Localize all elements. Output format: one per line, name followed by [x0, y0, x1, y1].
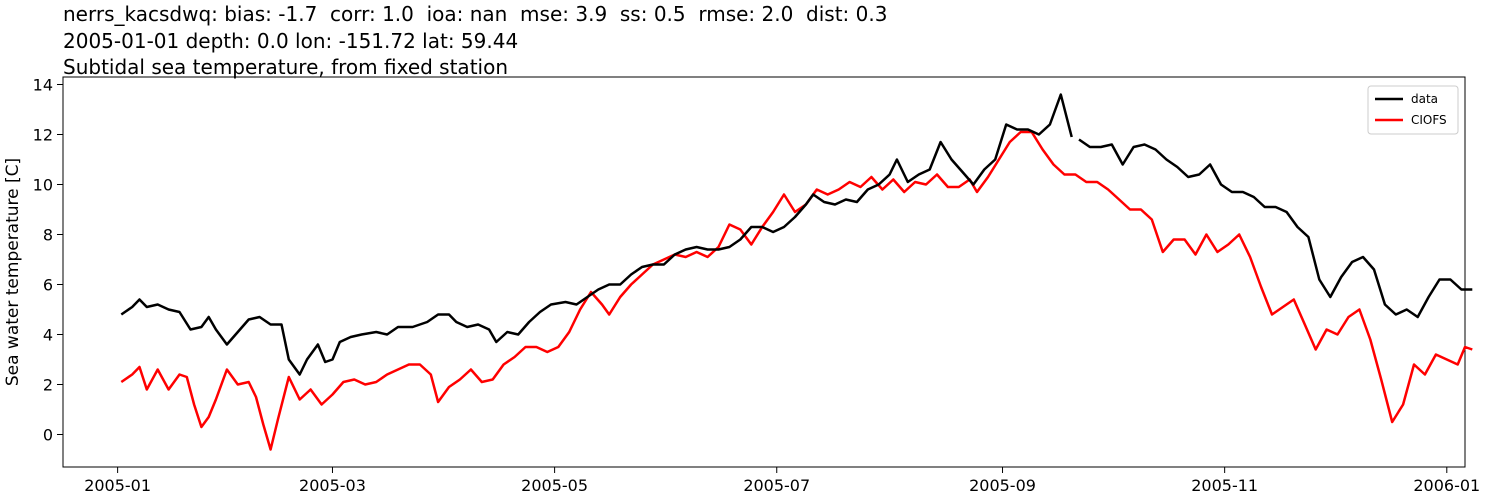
y-tick-label: 4 [43, 326, 53, 345]
title-line-2: 2005-01-01 depth: 0.0 lon: -151.72 lat: … [63, 29, 519, 53]
x-axis: 2005-01 2005-03 2005-05 2005-07 2005-09 2005-… [84, 467, 1480, 495]
y-tick-label: 8 [43, 226, 53, 245]
plot-frame [62, 76, 1466, 468]
x-tick-label: 2006-01 [1413, 476, 1480, 495]
legend: data CIOFS [1367, 85, 1459, 135]
series-line-data-1 [1078, 138, 1473, 319]
x-tick-label: 2005-11 [1191, 476, 1258, 495]
y-tick-label: 0 [43, 426, 53, 445]
y-tick-label: 6 [43, 276, 53, 295]
series-layer [120, 93, 1473, 451]
legend-label-data: data [1411, 92, 1438, 106]
y-tick-label: 10 [33, 176, 53, 195]
y-tick-label: 2 [43, 376, 53, 395]
y-tick-label: 14 [33, 76, 53, 95]
x-tick-label: 2005-05 [521, 476, 588, 495]
x-tick-label: 2005-09 [969, 476, 1036, 495]
series-line-data-0 [120, 93, 1073, 376]
y-axis: 0 2 4 6 8 10 12 14 [33, 76, 63, 445]
legend-label-ciofs: CIOFS [1411, 113, 1447, 127]
x-tick-label: 2005-03 [299, 476, 366, 495]
series-line-ciofs-2 [120, 130, 1473, 451]
title-line-1: nerrs_kacsdwq: bias: -1.7 corr: 1.0 ioa:… [63, 2, 888, 26]
x-tick-label: 2005-01 [84, 476, 151, 495]
y-tick-label: 12 [33, 126, 53, 145]
chart-title: Subtidal sea temperature, from fixed sta… [63, 55, 508, 79]
x-tick-label: 2005-07 [743, 476, 810, 495]
y-axis-label: Sea water temperature [C] [3, 158, 23, 386]
